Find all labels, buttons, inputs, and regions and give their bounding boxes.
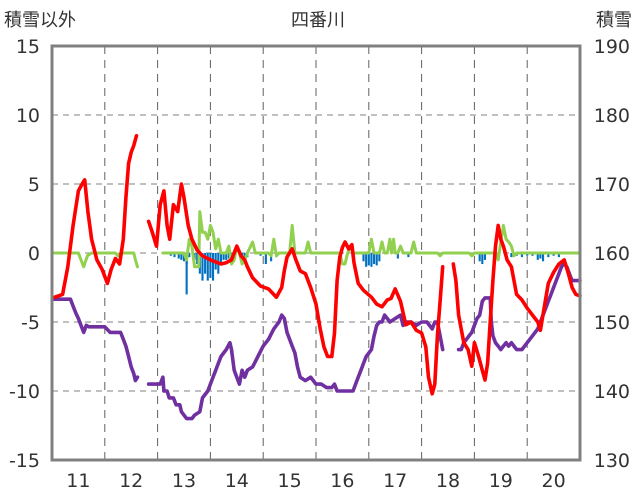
right-axis-ticks: 190 180 170 160 150 140 130: [594, 36, 630, 472]
right-tick-label: 170: [594, 174, 630, 196]
blue-bar: [378, 253, 381, 262]
blue-bar: [481, 253, 484, 265]
blue-bar: [173, 253, 176, 258]
blue-bar: [557, 253, 560, 258]
blue-bar: [547, 253, 550, 258]
blue-bar: [177, 253, 180, 259]
blue-bar: [209, 253, 212, 278]
blue-bar: [185, 253, 188, 295]
plot-frame: [50, 44, 582, 462]
red-series-line: [451, 223, 582, 382]
blue-bar: [188, 253, 191, 258]
green-series-line: [53, 251, 139, 269]
blue-bar: [225, 253, 228, 260]
left-tick-label: 10: [16, 105, 40, 127]
left-tick-label: 15: [16, 36, 40, 58]
x-tick-label: 11: [66, 470, 90, 492]
right-tick-label: 140: [594, 381, 630, 403]
x-tick-label: 20: [542, 470, 566, 492]
x-tick-label: 16: [330, 470, 354, 492]
blue-bar: [196, 253, 199, 265]
purple-series-line: [52, 297, 140, 383]
blue-bar: [396, 253, 399, 259]
blue-bar: [541, 253, 545, 262]
purple-series-line: [456, 261, 582, 352]
blue-bars: [169, 253, 560, 295]
right-tick-label: 190: [594, 36, 630, 58]
blue-bar: [375, 253, 378, 266]
blue-bar: [211, 253, 215, 281]
left-tick-label: 0: [28, 243, 40, 265]
blue-bar: [483, 253, 487, 260]
red-series-line: [146, 182, 445, 396]
x-tick-label: 12: [119, 470, 143, 492]
blue-bar: [204, 253, 207, 274]
blue-bar: [206, 253, 209, 281]
left-axis-ticks: 15 10 5 0 -5 -10 -15: [9, 36, 40, 472]
right-tick-label: 180: [594, 105, 630, 127]
right-tick-label: 160: [594, 243, 630, 265]
x-tick-label: 15: [278, 470, 302, 492]
x-axis-ticks: 11 12 13 14 15 16 17 18 19 20: [66, 470, 565, 492]
blue-bar: [222, 253, 225, 260]
right-axis-title: 積雪: [596, 10, 632, 31]
blue-bar: [264, 253, 267, 265]
blue-bar: [373, 253, 376, 265]
left-tick-label: -5: [21, 312, 40, 334]
right-tick-label: 130: [594, 450, 630, 472]
blue-bar: [407, 253, 410, 258]
purple-series-line: [146, 313, 445, 421]
right-tick-label: 150: [594, 312, 630, 334]
blue-bar: [180, 253, 183, 260]
blue-bar: [510, 253, 513, 258]
blue-bar: [365, 253, 368, 267]
blue-bar: [201, 253, 204, 281]
left-axis-title: 積雪以外: [4, 10, 76, 31]
left-tick-label: -10: [9, 381, 40, 403]
blue-bar: [370, 253, 373, 267]
blue-bar: [219, 253, 223, 265]
x-tick-label: 14: [225, 470, 249, 492]
x-tick-label: 13: [172, 470, 196, 492]
blue-bar: [478, 253, 481, 262]
blue-bar: [367, 253, 370, 266]
left-tick-label: -15: [9, 450, 40, 472]
chart-title: 四番川: [291, 10, 345, 31]
x-tick-label: 19: [489, 470, 513, 492]
series-lines: [52, 133, 582, 421]
left-tick-label: 5: [28, 174, 40, 196]
red-series-line: [52, 133, 139, 299]
blue-bar: [362, 253, 365, 262]
x-tick-label: 17: [383, 470, 407, 492]
blue-bar: [520, 253, 523, 258]
blue-bar: [539, 253, 542, 259]
green-series-line: [161, 210, 582, 269]
blue-bar: [536, 253, 539, 260]
x-tick-label: 18: [436, 470, 460, 492]
